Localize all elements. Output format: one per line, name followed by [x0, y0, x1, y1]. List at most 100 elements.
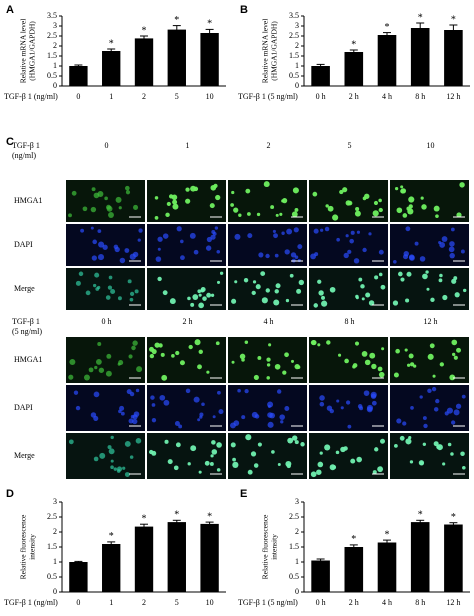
cell-nucleus: [313, 228, 319, 234]
cell-nucleus: [215, 194, 221, 201]
cell-nucleus: [161, 374, 168, 381]
cell-nucleus: [118, 409, 122, 414]
cell-nucleus: [321, 300, 328, 307]
y-tick-label: 1: [53, 61, 57, 70]
cell-nucleus: [423, 423, 428, 429]
cell-nucleus: [194, 339, 201, 346]
cell-nucleus: [132, 418, 138, 425]
cell-nucleus: [233, 207, 239, 213]
bar: [410, 522, 430, 592]
cell-nucleus: [373, 200, 379, 206]
cell-nucleus: [362, 247, 367, 253]
significance-mark: *: [451, 14, 456, 25]
cell-nucleus: [427, 353, 434, 360]
cell-nucleus: [277, 463, 281, 467]
cell-nucleus: [149, 346, 155, 352]
column-label: 10: [427, 141, 435, 150]
cell-nucleus: [408, 196, 415, 203]
cell-nucleus: [108, 448, 115, 455]
cell-nucleus: [232, 457, 236, 462]
cell-nucleus: [190, 445, 197, 452]
bar: [444, 524, 463, 592]
cell-nucleus: [105, 295, 111, 300]
cell-nucleus: [97, 229, 102, 233]
column-label: 2: [267, 141, 271, 150]
cell-nucleus: [275, 283, 281, 289]
y-tick-label: 0: [295, 587, 299, 596]
cell-nucleus: [245, 188, 251, 194]
y-tick-label: 0: [53, 587, 57, 596]
cell-nucleus: [365, 292, 371, 298]
significance-mark: *: [418, 12, 423, 23]
cell-nucleus: [291, 211, 298, 218]
y-tick-label: 0.5: [47, 71, 57, 80]
cell-nucleus: [263, 181, 270, 188]
cell-nucleus: [436, 445, 441, 449]
y-tick-label: 1.5: [47, 542, 57, 551]
cell-nucleus: [198, 349, 203, 354]
cell-nucleus: [205, 245, 212, 251]
cell-nucleus: [188, 344, 193, 350]
cell-nucleus: [281, 199, 285, 203]
cell-nucleus: [124, 248, 130, 253]
significance-mark: *: [174, 15, 179, 26]
cell-nucleus: [148, 449, 154, 455]
cell-nucleus: [339, 189, 344, 195]
cell-nucleus: [216, 250, 221, 254]
cell-nucleus: [282, 370, 287, 375]
cell-nucleus: [378, 249, 384, 255]
cell-nucleus: [446, 407, 453, 414]
cell-nucleus: [190, 185, 197, 192]
cell-nucleus: [312, 191, 318, 197]
cell-nucleus: [110, 288, 116, 295]
cell-nucleus: [451, 339, 458, 346]
bar: [344, 547, 364, 592]
cell-nucleus: [206, 292, 212, 298]
cell-nucleus: [402, 421, 407, 426]
cell-nucleus: [462, 466, 466, 470]
cell-nucleus: [279, 414, 286, 420]
cell-nucleus: [85, 290, 91, 296]
cell-nucleus: [404, 348, 408, 352]
cell-nucleus: [358, 277, 363, 282]
cell-nucleus: [160, 352, 165, 357]
cell-nucleus: [94, 272, 100, 278]
x-axis-label: TGF-β 1 (ng/ml): [4, 92, 58, 101]
cell-nucleus: [296, 365, 301, 370]
cell-nucleus: [284, 406, 290, 411]
cell-nucleus: [169, 298, 176, 305]
cell-nucleus: [75, 405, 81, 411]
cell-nucleus: [211, 449, 218, 455]
cell-nucleus: [216, 442, 222, 448]
cell-nucleus: [408, 435, 412, 440]
treatment-label: TGF-β 1: [12, 141, 40, 150]
cell-nucleus: [265, 288, 270, 293]
cell-nucleus: [68, 374, 74, 380]
treatment-label: (ng/ml): [12, 151, 36, 160]
cell-nucleus: [129, 455, 134, 459]
cell-nucleus: [450, 227, 455, 232]
cell-nucleus: [179, 360, 185, 366]
bar: [311, 560, 330, 592]
cell-nucleus: [127, 279, 132, 284]
cell-nucleus: [327, 205, 334, 212]
cell-nucleus: [108, 212, 114, 218]
y-tick-label: 2: [53, 41, 57, 50]
cell-nucleus: [133, 411, 140, 417]
cell-nucleus: [209, 203, 215, 209]
cell-nucleus: [439, 273, 443, 278]
cell-nucleus: [320, 228, 324, 232]
treatment-label: (5 ng/ml): [12, 327, 42, 336]
cell-nucleus: [449, 252, 455, 259]
x-tick-label: 8 h: [415, 598, 425, 607]
x-tick-label: 12 h: [446, 598, 460, 607]
cell-nucleus: [355, 294, 359, 299]
micrograph: [66, 337, 145, 383]
cell-nucleus: [354, 341, 360, 346]
cell-nucleus: [197, 364, 202, 370]
cell-nucleus: [447, 442, 452, 447]
micrograph: [228, 433, 307, 479]
significance-mark: *: [109, 531, 114, 542]
cell-nucleus: [75, 280, 81, 286]
column-label: 2 h: [183, 317, 193, 326]
